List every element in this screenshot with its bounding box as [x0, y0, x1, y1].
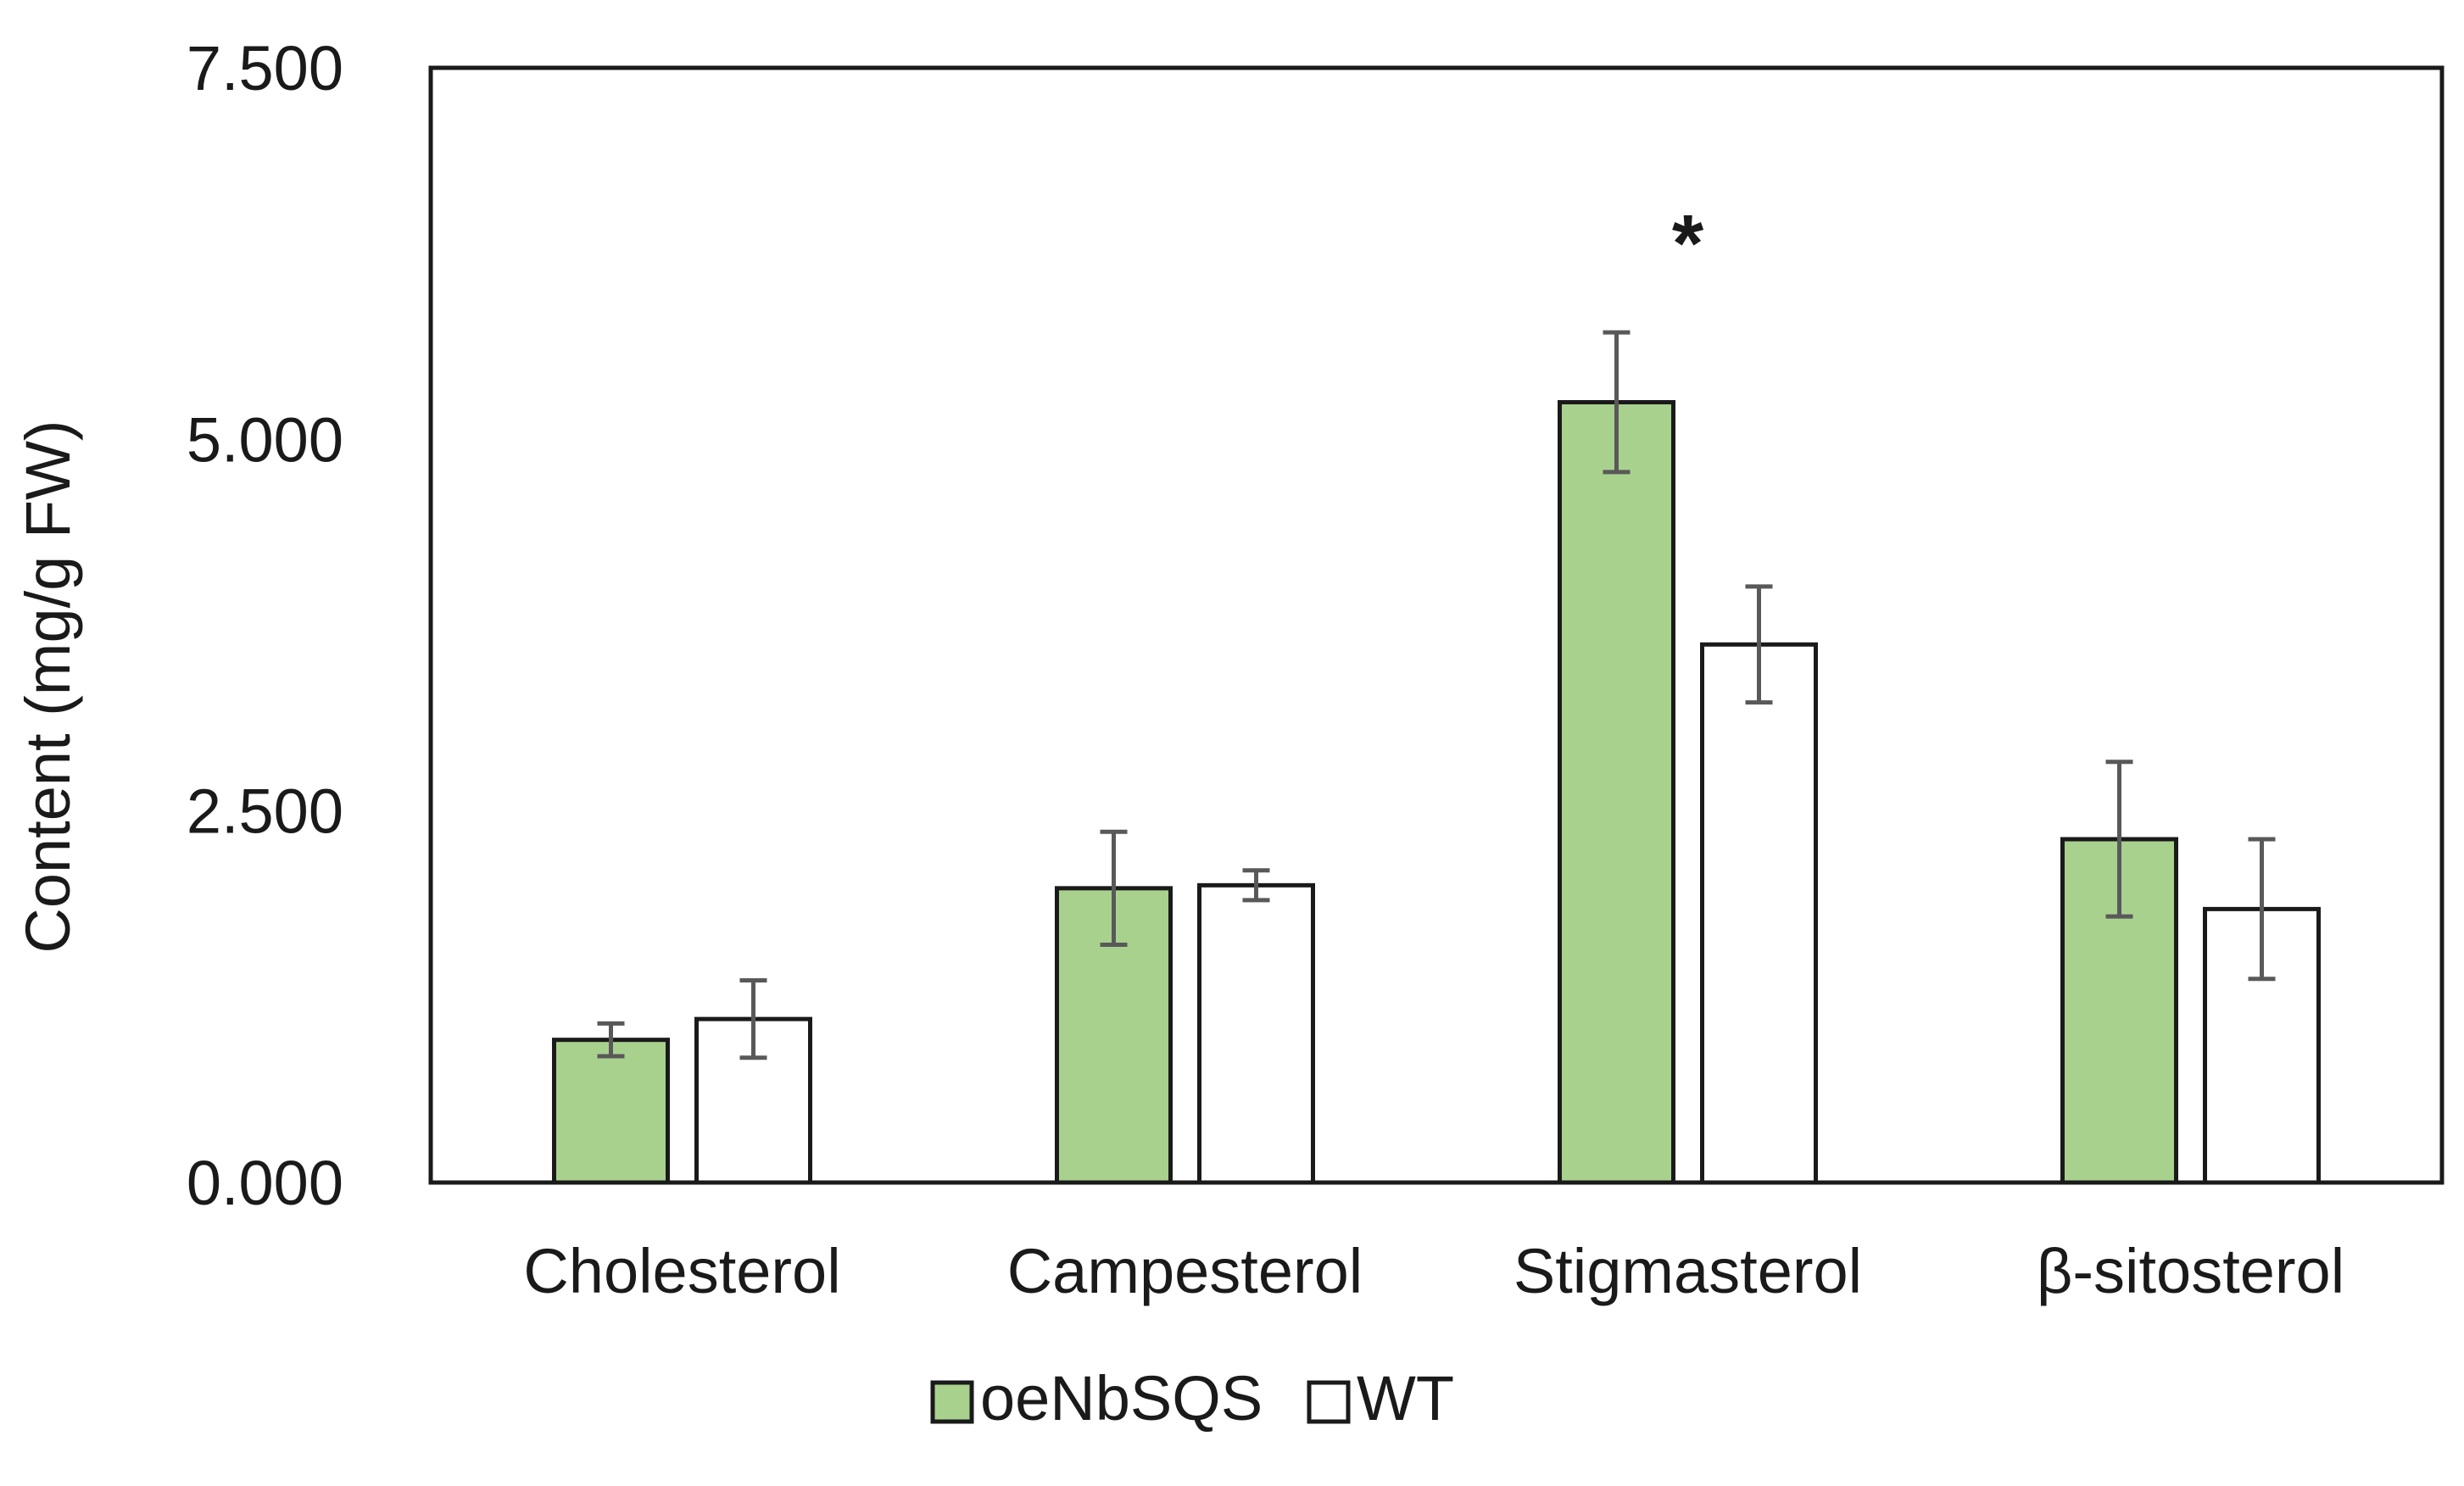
y-axis-title: Content (mg/g FW) — [13, 420, 83, 953]
error-bar-oenbsqs-0 — [597, 1021, 625, 1059]
error-bar-oenbsqs-1 — [1100, 829, 1128, 947]
legend-label-oenbsqs: oeNbSQS — [980, 1363, 1263, 1433]
plot-area-border — [428, 65, 2444, 1185]
error-bar-wt-3 — [2248, 837, 2276, 982]
bar-wt-1 — [1197, 882, 1315, 1185]
bar-wt-2 — [1700, 642, 1818, 1185]
error-bar-oenbsqs-3 — [2105, 760, 2133, 919]
significance-mark: * — [1672, 198, 1704, 289]
y-tick-label: 5.000 — [187, 404, 343, 475]
legend-label-wt: WT — [1357, 1363, 1454, 1433]
x-category-label: β-sitosterol — [2037, 1236, 2344, 1306]
y-tick-label: 7.500 — [187, 33, 343, 103]
bar-oenbsqs-2 — [1558, 400, 1675, 1185]
y-tick-label: 2.500 — [187, 776, 343, 847]
error-bar-wt-1 — [1242, 868, 1270, 903]
x-category-label: Cholesterol — [523, 1236, 840, 1306]
legend-swatch-oenbsqs — [930, 1380, 974, 1424]
legend-swatch-wt — [1307, 1380, 1351, 1424]
error-bar-oenbsqs-2 — [1603, 330, 1631, 475]
x-category-label: Stigmasterol — [1514, 1236, 1862, 1306]
error-bar-wt-2 — [1745, 584, 1773, 705]
error-bar-wt-0 — [739, 978, 767, 1060]
x-category-label: Campesterol — [1007, 1236, 1363, 1306]
y-tick-label: 0.000 — [187, 1148, 343, 1218]
bar-oenbsqs-0 — [552, 1038, 670, 1185]
